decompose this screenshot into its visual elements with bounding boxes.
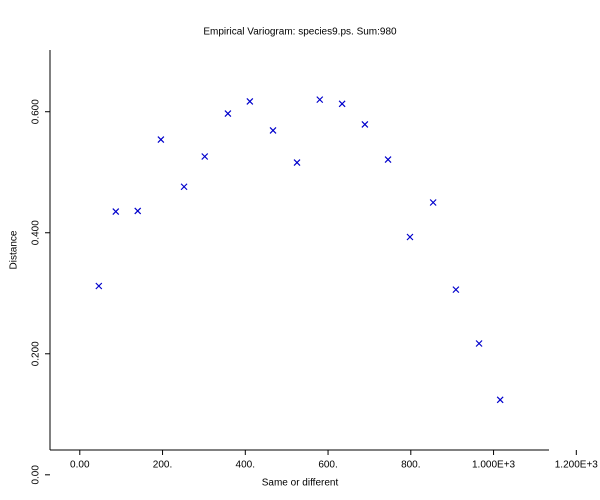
x-tick-label: 1.000E+3: [472, 460, 516, 471]
point: [112, 208, 120, 215]
x-axis-label: Same or different: [262, 478, 339, 489]
x-tick-label: 0.00: [70, 460, 90, 471]
point: [475, 340, 483, 347]
y-tick-label: 0.00: [31, 465, 42, 485]
point: [429, 199, 437, 206]
y-axis-label: Distance: [9, 230, 20, 269]
point: [384, 156, 392, 163]
y-tick-label: 0.200: [31, 341, 42, 366]
point: [406, 233, 414, 241]
point: [293, 159, 301, 166]
x-tick-label: 400.: [236, 460, 255, 471]
chart-title: Empirical Variogram: species9.ps. Sum:98…: [203, 27, 397, 38]
point: [316, 96, 324, 104]
point: [157, 136, 165, 143]
point: [269, 127, 277, 134]
x-tick-label: 200.: [153, 460, 172, 471]
x-tick-label: 600.: [318, 460, 337, 471]
point: [95, 282, 103, 290]
point: [452, 286, 460, 294]
point: [496, 396, 504, 404]
x-tick-label: 1.200E+3: [555, 460, 599, 471]
point: [224, 110, 232, 117]
point: [361, 121, 369, 128]
point: [180, 183, 188, 191]
point: [246, 98, 254, 105]
point: [134, 207, 142, 215]
point: [201, 153, 209, 160]
y-tick-label: 0.600: [31, 99, 42, 124]
x-tick-label: 800.: [401, 460, 420, 471]
point: [338, 100, 346, 108]
y-tick-label: 0.400: [31, 220, 42, 245]
